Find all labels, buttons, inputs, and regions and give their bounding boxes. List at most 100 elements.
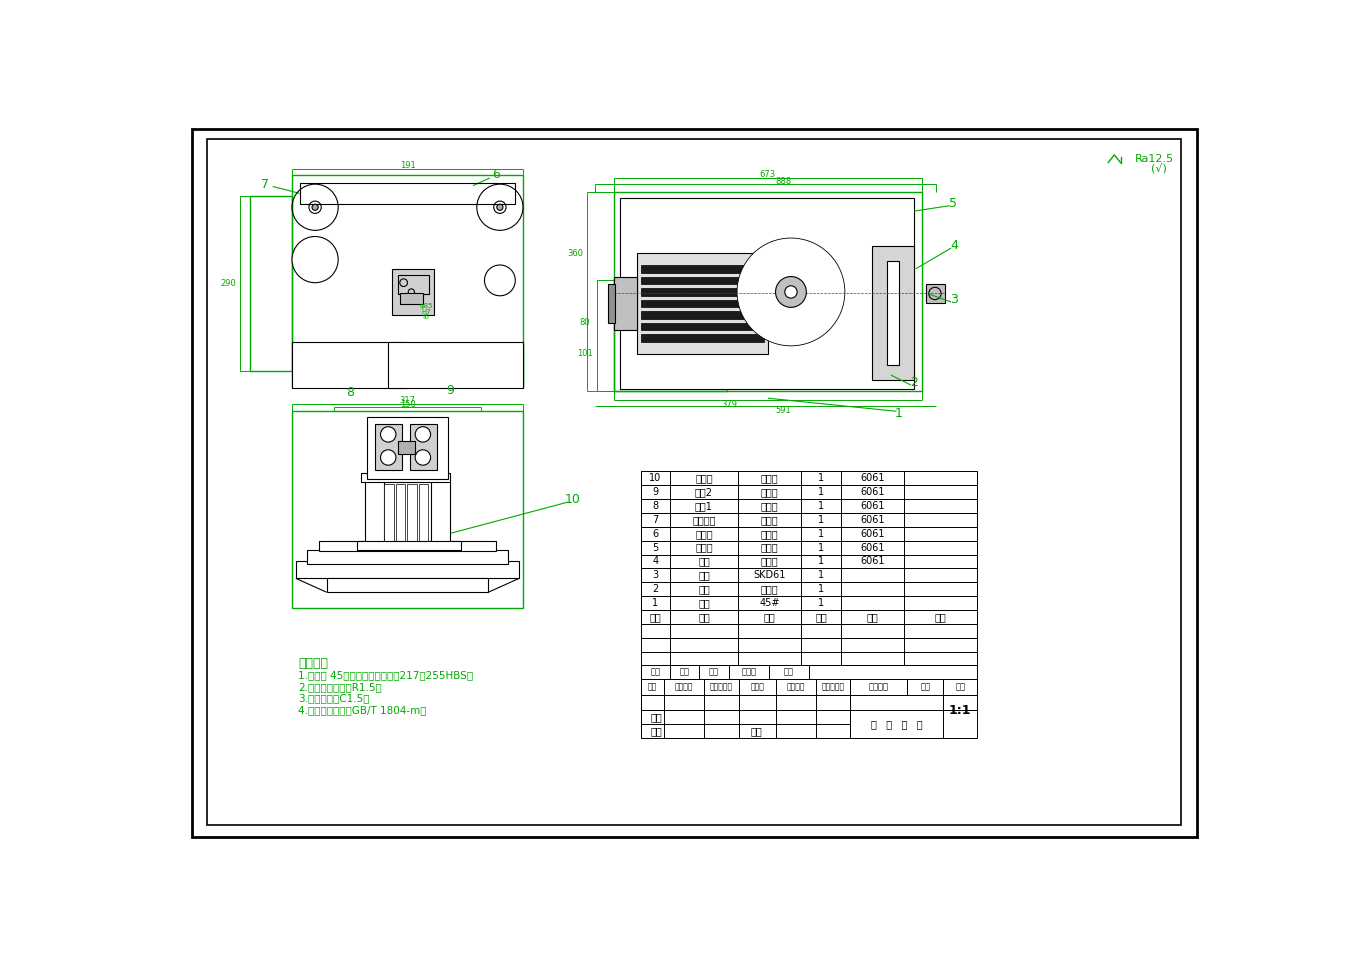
Bar [640,582,978,596]
Text: 1: 1 [818,528,825,539]
Text: 重量: 重量 [921,682,930,692]
Bar [299,183,516,204]
Bar [399,294,422,304]
Bar [608,284,615,323]
Bar [362,473,450,482]
Text: 4: 4 [951,239,959,253]
Bar [942,679,978,695]
Text: 1: 1 [818,501,825,511]
Bar [768,292,783,315]
Text: 铝合金: 铝合金 [761,543,779,552]
Text: 标准化: 标准化 [750,682,764,692]
Text: 批准: 批准 [750,725,762,736]
Bar [640,300,764,307]
Bar [375,424,402,470]
Text: 3: 3 [951,293,959,306]
Text: 6061: 6061 [860,528,884,539]
Bar [393,269,435,315]
Bar [640,554,978,568]
Text: 铝合金: 铝合金 [761,515,779,524]
Text: 1: 1 [818,556,825,567]
Bar [636,254,768,353]
Bar [249,195,292,371]
Bar [942,710,978,738]
Bar [640,710,850,723]
Text: 6061: 6061 [860,556,884,567]
Text: φ85: φ85 [420,302,433,309]
Text: 2: 2 [910,376,918,389]
Text: 曲柄轮: 曲柄轮 [695,543,712,552]
Bar [640,679,850,695]
Text: 分区: 分区 [709,668,719,677]
Bar [620,198,914,389]
Text: 10: 10 [565,494,581,506]
Text: 1: 1 [818,598,825,608]
Circle shape [267,211,363,307]
Bar [389,342,523,389]
Text: 6061: 6061 [860,474,884,483]
Text: 设计: 设计 [647,682,657,692]
Text: 比例: 比例 [955,682,965,692]
Text: 6061: 6061 [860,501,884,511]
Text: 360: 360 [567,249,584,258]
Text: 9: 9 [653,487,658,497]
Circle shape [380,450,395,465]
Text: 签名: 签名 [784,668,793,677]
Bar [613,191,922,390]
Text: 名称: 名称 [699,612,709,622]
Bar [850,710,942,738]
Text: 6061: 6061 [860,543,884,552]
Text: 8: 8 [653,501,658,511]
Text: 379: 379 [722,400,738,409]
Text: 铝合金: 铝合金 [761,528,779,539]
Text: 1: 1 [818,543,825,552]
Bar [640,513,978,526]
Text: 317: 317 [399,396,416,405]
Text: 9: 9 [445,384,454,397]
Text: 审核: 审核 [650,712,662,722]
Text: 5: 5 [653,543,658,552]
Bar [640,624,978,637]
Bar [395,484,405,546]
Text: f6: f6 [424,314,431,321]
Text: 共   张   第   张: 共 张 第 张 [871,719,922,729]
Bar [292,175,523,387]
Text: 6: 6 [653,528,658,539]
Text: 4.未注尺寸公差按GB/T 1804-m。: 4.未注尺寸公差按GB/T 1804-m。 [298,705,427,715]
Text: 290: 290 [219,279,236,288]
Text: 摇板2: 摇板2 [695,487,714,497]
Text: 1: 1 [653,598,658,608]
Bar [640,526,978,541]
Bar [295,562,519,578]
Circle shape [497,204,502,211]
Text: 销钉: 销钉 [699,570,709,580]
Text: 3: 3 [653,570,658,580]
Bar [410,424,437,470]
Text: 铝合金: 铝合金 [761,487,779,497]
Text: 1: 1 [818,487,825,497]
Text: 底座: 底座 [699,598,709,608]
Bar [613,280,727,390]
Text: 150: 150 [399,400,416,409]
Circle shape [785,286,798,298]
Text: 1.热处理 45，调质处理，硬度为217～255HBS；: 1.热处理 45，调质处理，硬度为217～255HBS； [298,671,474,680]
Bar [808,665,978,679]
Text: 1: 1 [818,515,825,524]
Text: 数量: 数量 [815,612,827,622]
Bar [850,695,942,725]
Text: 技术要求: 技术要求 [298,657,328,670]
Circle shape [737,238,845,345]
Text: 铝合金: 铝合金 [761,501,779,511]
Bar [357,541,462,550]
Bar [640,485,978,499]
Bar [640,265,764,273]
Bar [398,275,429,294]
Text: Ra12.5: Ra12.5 [1135,154,1174,164]
Text: 5: 5 [949,197,957,210]
Text: 标记: 标记 [650,668,661,677]
Text: （年月日）: （年月日） [709,682,733,692]
Bar [640,277,764,284]
Bar [307,550,508,564]
Text: 191: 191 [399,161,416,170]
Bar [640,723,850,738]
